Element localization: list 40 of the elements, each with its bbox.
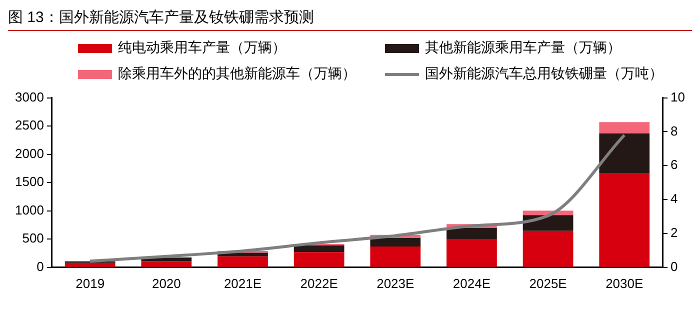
y2-tick-label: 0	[670, 258, 678, 274]
x-tick-label: 2020	[152, 276, 181, 291]
bar	[64, 262, 116, 267]
bar	[370, 238, 421, 246]
legend-label: 纯电动乘用车产量（万辆）	[118, 39, 286, 57]
y-tick-label: 2500	[15, 118, 44, 133]
bar	[599, 122, 650, 134]
bar	[599, 172, 650, 267]
bar	[446, 228, 497, 240]
x-tick-label: 2030E	[606, 276, 644, 291]
x-tick-label: 2023E	[376, 276, 415, 291]
y-tick-label: 1500	[15, 174, 44, 190]
y-tick-label: 0	[36, 258, 44, 274]
line-series	[88, 134, 626, 263]
bar	[446, 240, 497, 267]
y-tick-label: 2000	[15, 146, 44, 161]
bar	[294, 245, 344, 252]
chart-title: 图 13：国外新能源汽车产量及钕铁硼需求预测	[8, 8, 692, 31]
bar	[522, 230, 574, 267]
x-tick-label: 2019	[76, 276, 105, 291]
x-tick-label: 2021E	[224, 276, 262, 291]
bar	[599, 133, 650, 173]
y2-tick-label: 2	[670, 225, 678, 240]
x-tick-label: 2024E	[452, 276, 491, 291]
y-tick-label: 1000	[15, 202, 44, 218]
bar	[141, 261, 192, 267]
y-tick-label: 500	[22, 230, 44, 246]
y2-tick-label: 8	[670, 123, 678, 138]
bar	[218, 256, 268, 267]
y2-tick-label: 6	[670, 157, 678, 172]
legend-label: 国外新能源汽车总用钕铁硼量（万吨）	[425, 65, 663, 83]
legend-label: 其他新能源乘用车产量（万辆）	[425, 39, 621, 57]
y-tick-label: 3000	[15, 89, 44, 104]
bar	[294, 252, 344, 267]
legend-label: 除乘用车外的的其他新能源车（万辆）	[118, 65, 356, 83]
y2-tick-label: 10	[670, 89, 686, 104]
bar	[370, 246, 421, 267]
x-tick-label: 2022E	[300, 276, 338, 291]
y2-tick-label: 4	[670, 191, 678, 206]
x-tick-label: 2025E	[529, 276, 568, 291]
